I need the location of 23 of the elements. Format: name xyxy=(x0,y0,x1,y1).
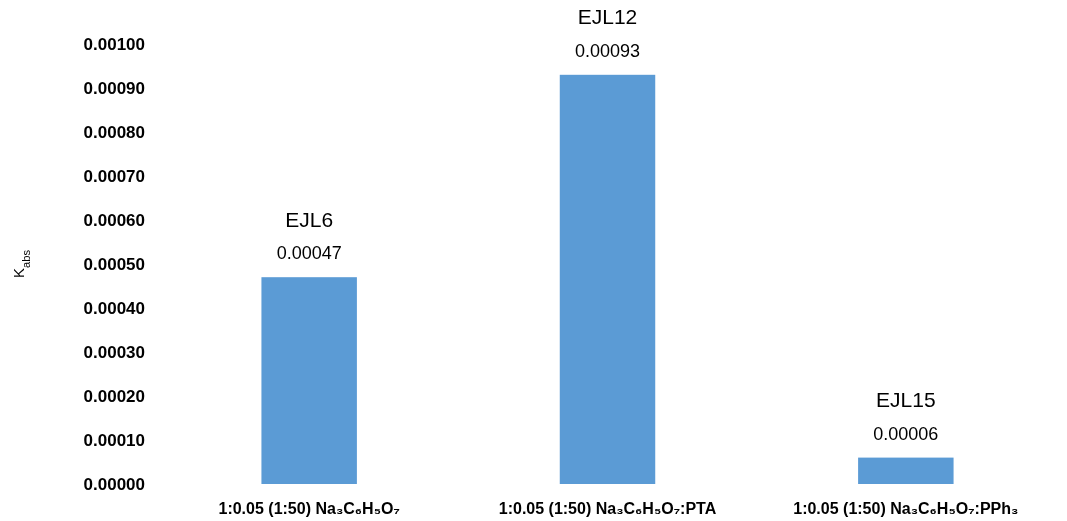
bar xyxy=(858,457,954,484)
annotation: EJL6 xyxy=(285,207,334,231)
y-tick-label: 0.00070 xyxy=(83,166,145,186)
annotation: EJL15 xyxy=(876,387,936,411)
y-tick-label: 0.00060 xyxy=(83,210,145,230)
data-label: 0.00006 xyxy=(873,423,939,444)
y-tick-label: 0.00020 xyxy=(83,386,145,406)
bar xyxy=(559,74,656,484)
y-tick-label: 0.00090 xyxy=(83,78,145,98)
x-tick-label: 1:0.05 (1:50) Na₃C₆H₅O₇ xyxy=(218,500,400,517)
data-label: 0.00047 xyxy=(276,243,342,264)
y-tick-label: 0.00080 xyxy=(83,122,145,142)
y-tick-label: 0.00030 xyxy=(83,342,145,362)
x-tick-label: 1:0.05 (1:50) Na₃C₆H₅O₇:PTA xyxy=(498,500,717,517)
y-tick-label: 0.00040 xyxy=(83,298,145,318)
y-tick-label: 0.00000 xyxy=(83,474,145,494)
y-tick-label: 0.00100 xyxy=(83,34,145,54)
data-label: 0.00093 xyxy=(574,40,641,61)
y-tick-label: 0.00050 xyxy=(83,254,145,274)
y-tick-label: 0.00010 xyxy=(83,430,145,450)
bar xyxy=(261,277,357,484)
text: EJL12 xyxy=(577,5,638,29)
x-tick-label: 1:0.05 (1:50) Na₃C₆H₅O₇:PPh₃ xyxy=(793,500,1019,517)
